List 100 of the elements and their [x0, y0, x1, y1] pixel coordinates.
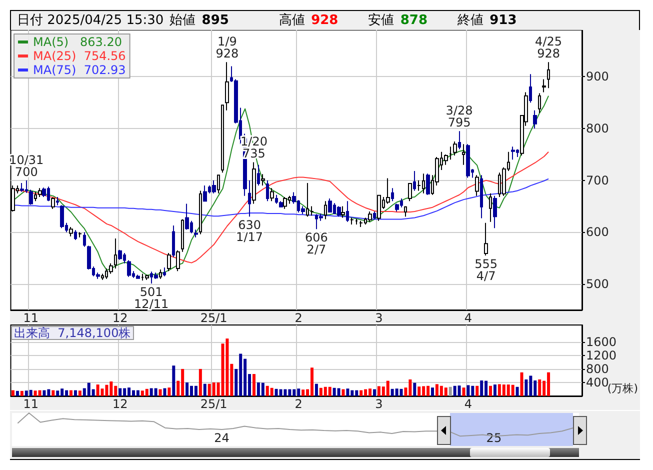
candlestick — [404, 206, 407, 218]
bar — [11, 390, 14, 396]
bar — [337, 388, 340, 396]
candlestick — [69, 226, 73, 237]
bar — [462, 388, 466, 396]
candlestick — [60, 204, 64, 229]
bar — [154, 388, 158, 396]
candlestick — [185, 203, 189, 230]
bar — [70, 390, 73, 396]
bar — [448, 386, 452, 396]
y-tick-label: 400 — [586, 375, 609, 390]
candlestick — [167, 252, 171, 272]
candlestick — [337, 206, 341, 218]
x-tick-label: 3 — [375, 397, 383, 411]
x-tick-label: 12 — [112, 397, 128, 411]
bar — [203, 384, 206, 396]
bar — [136, 390, 140, 396]
candlestick — [324, 200, 327, 220]
y-tick-label: 700 — [586, 173, 609, 188]
bar — [444, 388, 448, 396]
bar — [302, 390, 305, 396]
candlestick — [328, 198, 332, 214]
candlestick — [266, 180, 269, 202]
x-tick-label: 25 — [486, 431, 502, 445]
x-tick-label: 11 — [23, 397, 38, 411]
candlestick — [74, 230, 77, 240]
candlestick — [426, 173, 430, 196]
annotation: 4/25 928 — [535, 34, 562, 61]
bar — [16, 390, 19, 396]
annotation: 1/9 928 — [216, 34, 239, 61]
candlestick — [51, 196, 55, 210]
x-tick-label: 3 — [375, 311, 383, 325]
candlestick — [38, 188, 42, 198]
candlestick — [56, 196, 59, 206]
candlestick — [42, 187, 46, 198]
bar — [342, 389, 345, 396]
candlestick — [391, 188, 394, 202]
bar — [466, 385, 470, 396]
chart-title: 日付 2025/04/25 15:30 — [17, 13, 164, 28]
candlestick — [252, 162, 256, 204]
bar — [74, 390, 77, 396]
bar — [493, 384, 496, 396]
candlestick — [194, 229, 198, 238]
candlestick — [154, 272, 158, 280]
bar — [458, 386, 461, 396]
bar — [538, 379, 542, 396]
bar — [118, 388, 122, 396]
candlestick — [159, 269, 162, 280]
bar — [168, 388, 171, 396]
bar — [480, 380, 484, 396]
candlestick — [480, 174, 483, 219]
y-tick-label: 500 — [586, 277, 609, 292]
candlestick — [172, 224, 175, 258]
candlestick — [136, 274, 140, 280]
bar — [328, 386, 332, 396]
candlestick — [114, 238, 117, 270]
bar — [42, 390, 46, 396]
candlestick — [475, 174, 479, 196]
bar — [284, 389, 287, 396]
candlestick — [261, 174, 265, 186]
candlestick — [217, 174, 220, 194]
bar — [279, 389, 282, 396]
text: 安値 878 — [368, 13, 428, 28]
bar — [430, 388, 434, 396]
bar — [520, 372, 524, 396]
candlestick — [538, 92, 541, 114]
candlestick — [462, 144, 465, 166]
text: 高値 928 — [278, 13, 338, 28]
candlestick — [212, 180, 216, 194]
bar — [20, 390, 24, 396]
candlestick — [346, 200, 349, 222]
bar — [386, 380, 390, 396]
candlestick — [458, 130, 461, 150]
bar — [372, 389, 376, 396]
bar — [252, 374, 256, 396]
bar — [314, 384, 318, 396]
bar — [158, 389, 162, 396]
candlestick — [355, 218, 358, 225]
candlestick — [181, 218, 184, 252]
candlestick — [350, 217, 354, 225]
candlestick — [484, 222, 488, 256]
candlestick — [248, 180, 251, 218]
candlestick — [257, 164, 260, 186]
bar — [38, 390, 42, 396]
legend-label: MA(25) 754.56 — [33, 49, 126, 63]
bar — [524, 379, 528, 396]
candlestick — [489, 192, 492, 222]
candlestick — [163, 266, 166, 277]
x-tick-label: 24 — [214, 431, 230, 445]
x-tick-label: 4 — [464, 311, 472, 325]
bar — [198, 368, 202, 396]
x-tick-label: 2 — [294, 397, 302, 411]
candlestick — [145, 274, 149, 280]
text: 終値 913 — [458, 13, 517, 28]
candlestick — [377, 194, 381, 222]
bar — [52, 390, 55, 396]
y-axis-title: (万株) — [607, 382, 638, 395]
y-tick-label: 1200 — [586, 348, 617, 362]
annotation: 3/28 795 — [446, 104, 473, 130]
x-tick-label: 11 — [23, 311, 38, 325]
